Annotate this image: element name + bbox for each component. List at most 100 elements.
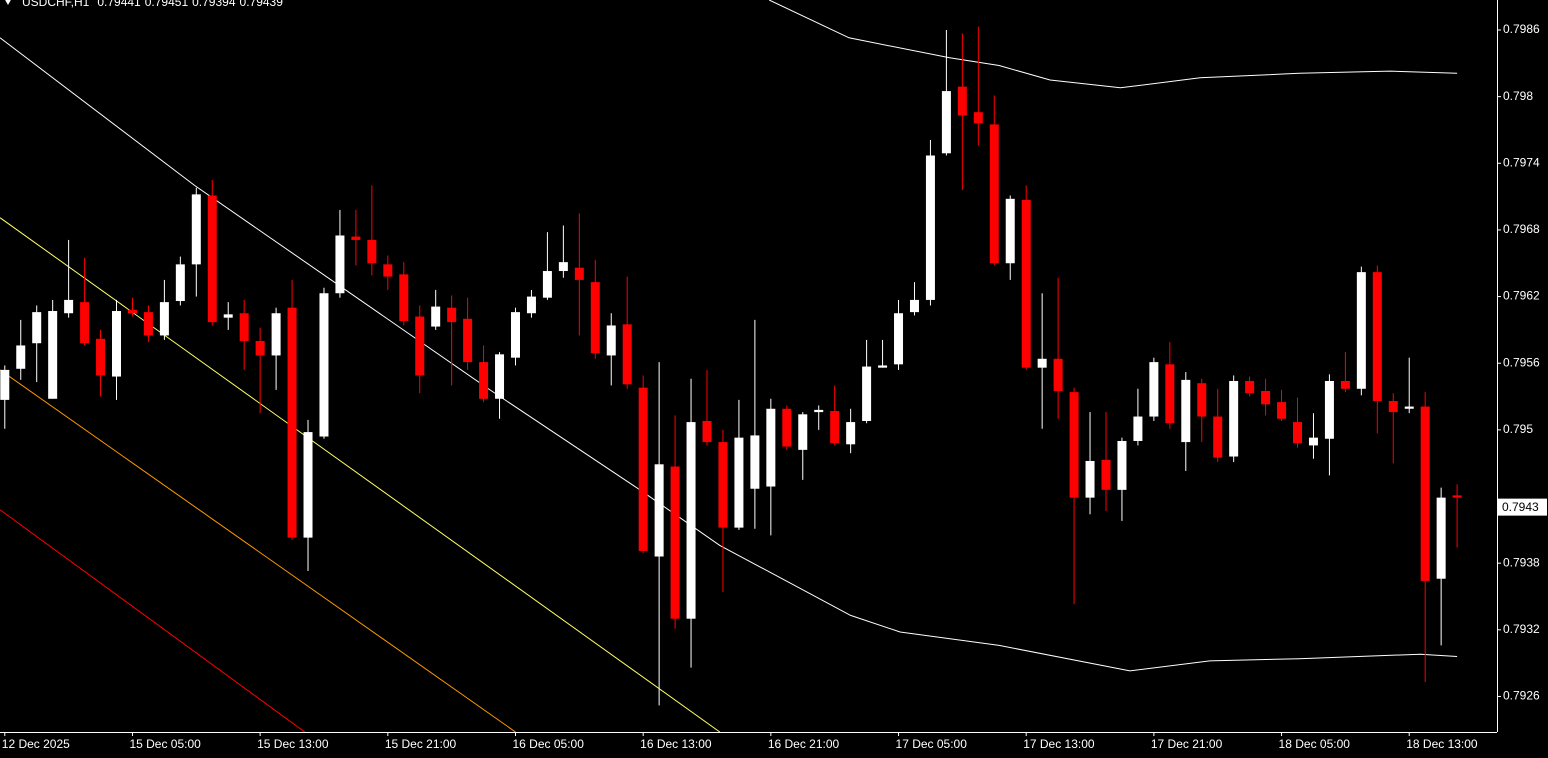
candle-body	[351, 236, 361, 240]
x-tick-label: 18 Dec 05:00	[1279, 737, 1351, 751]
candle-body	[223, 314, 233, 318]
candle-body	[48, 311, 58, 399]
candle-body	[191, 194, 201, 265]
candle-body	[80, 302, 90, 344]
candle-body	[654, 464, 664, 557]
candle-body	[878, 365, 888, 368]
candle-body	[287, 307, 297, 538]
indicator-line	[0, 369, 516, 732]
y-tick-label: 0.7962	[1503, 289, 1540, 303]
candle-body	[1101, 459, 1111, 490]
candle-body	[1181, 379, 1191, 443]
candle-body	[542, 271, 552, 298]
candle-body	[558, 262, 568, 272]
candle-body	[96, 338, 106, 376]
candle-body	[143, 312, 153, 336]
candle-body	[734, 437, 744, 528]
candle-body	[16, 345, 26, 369]
x-tick-label: 12 Dec 2025	[2, 737, 70, 751]
candle-body	[1213, 416, 1223, 458]
y-tick-label: 0.7932	[1503, 622, 1540, 636]
candle-body	[1420, 406, 1430, 581]
candle-body	[159, 302, 169, 336]
candle-body	[1229, 380, 1239, 457]
candle-body	[941, 91, 951, 154]
candle-body	[399, 274, 409, 322]
candle-body	[207, 195, 217, 323]
last-close: 0.79439	[240, 0, 284, 9]
candle-body	[814, 409, 824, 413]
candle-body	[526, 296, 536, 314]
candle-body	[112, 311, 122, 377]
candle-body	[622, 324, 632, 385]
y-tick-label: 0.7956	[1503, 355, 1540, 369]
candle-body	[303, 432, 313, 538]
last-low: 0.79394	[192, 0, 236, 9]
x-tick-label: 15 Dec 21:00	[385, 737, 457, 751]
y-tick-label: 0.795	[1503, 422, 1533, 436]
x-tick-label: 17 Dec 05:00	[896, 737, 968, 751]
candle-body	[670, 466, 680, 619]
candle-body	[1085, 460, 1095, 498]
indicator-line	[0, 509, 306, 732]
candle-body	[1356, 272, 1366, 389]
candle-body	[383, 264, 393, 277]
candle-body	[766, 408, 776, 487]
candle-body	[1053, 358, 1063, 391]
y-tick-label: 0.7926	[1503, 689, 1540, 703]
candle-body	[1133, 416, 1143, 441]
candle-body	[1436, 497, 1446, 579]
candle-body	[1293, 422, 1303, 444]
x-tick-label: 15 Dec 13:00	[257, 737, 329, 751]
last-open: 0.79441	[97, 0, 141, 9]
candle-body	[64, 299, 74, 314]
candle-body	[127, 309, 137, 314]
indicator-line	[0, 217, 721, 732]
candle-body	[1117, 440, 1127, 490]
y-tick-label: 0.798	[1503, 89, 1533, 103]
candle-body	[1005, 198, 1015, 264]
candle-body	[1388, 400, 1398, 413]
candle-body	[909, 299, 919, 313]
candle-body	[495, 354, 505, 399]
x-tick-label: 18 Dec 13:00	[1406, 737, 1478, 751]
candle-body	[1452, 495, 1462, 498]
candle-body	[830, 410, 840, 444]
candle-body	[973, 112, 983, 124]
symbol-icon	[5, 0, 11, 5]
candle-body	[1404, 406, 1414, 409]
candle-body	[1261, 390, 1271, 405]
candle-body	[606, 325, 616, 356]
x-tick-label: 16 Dec 05:00	[512, 737, 584, 751]
indicator-line	[0, 37, 1458, 672]
candle-body	[0, 369, 10, 400]
candle-body	[989, 124, 999, 264]
candle-body	[718, 442, 728, 528]
candle-body	[1165, 364, 1175, 424]
current-price-box	[1498, 498, 1547, 516]
indicator-line	[768, 0, 1458, 89]
candle-body	[702, 420, 712, 443]
x-tick-label: 17 Dec 13:00	[1023, 737, 1095, 751]
candle-body	[1149, 362, 1159, 417]
candle-body	[271, 313, 281, 356]
symbol: USDCHF,H1	[22, 0, 90, 9]
candle-body	[32, 312, 42, 344]
x-tick-label: 16 Dec 13:00	[640, 737, 712, 751]
y-tick-label: 0.7986	[1503, 22, 1540, 36]
candle-body	[1037, 358, 1047, 368]
candle-body	[1245, 380, 1255, 394]
candle-body	[479, 362, 489, 399]
candle-body	[1372, 272, 1382, 401]
candle-body	[335, 235, 345, 294]
x-tick-label: 15 Dec 05:00	[129, 737, 201, 751]
candle-body	[590, 282, 600, 354]
current-price-label: 0.7943	[1502, 500, 1539, 514]
candle-body	[1277, 402, 1287, 419]
y-tick-label: 0.7968	[1503, 222, 1540, 236]
candle-body	[1308, 437, 1318, 446]
candle-body	[319, 293, 329, 437]
candle-body	[415, 316, 425, 376]
candle-body	[862, 366, 872, 421]
candle-body	[1021, 199, 1031, 368]
